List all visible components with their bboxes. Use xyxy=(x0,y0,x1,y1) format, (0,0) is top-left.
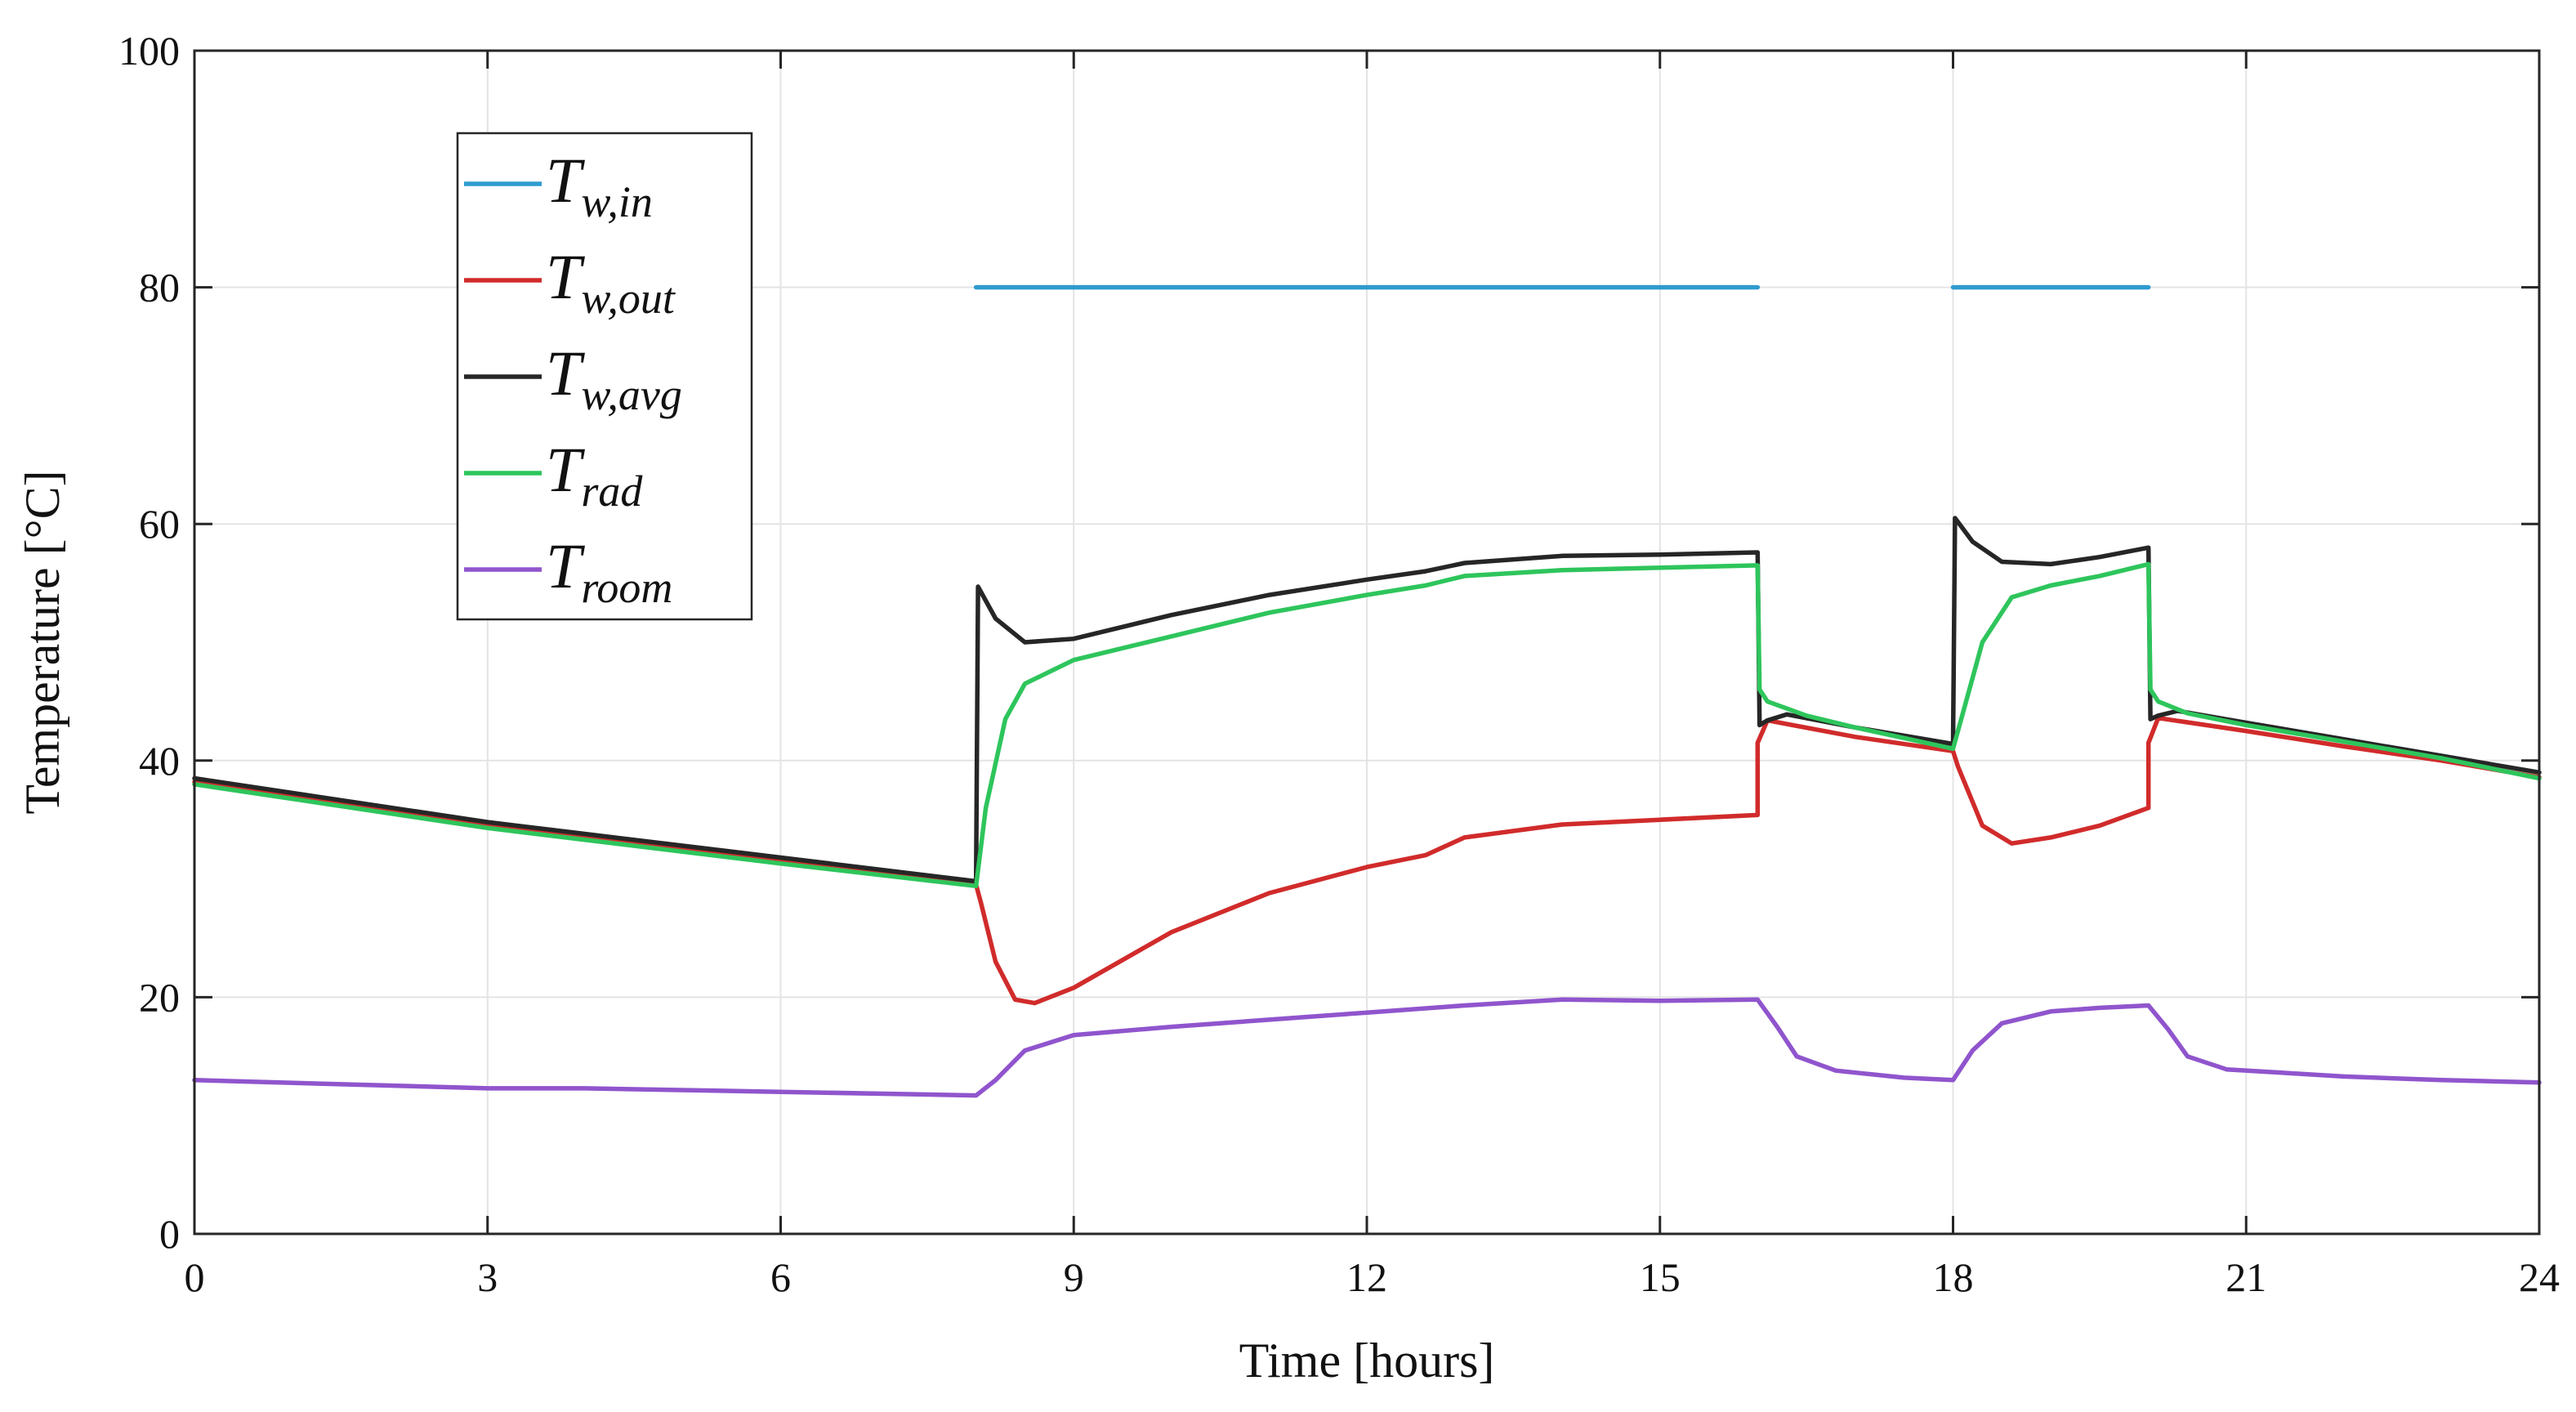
x-tick-label: 12 xyxy=(1346,1254,1387,1300)
ticks xyxy=(193,49,2541,1236)
y-tick-label: 20 xyxy=(139,974,180,1020)
x-tick-label: 9 xyxy=(1064,1254,1084,1300)
legend-label: Troom xyxy=(546,530,672,612)
legend-label: Trad xyxy=(546,434,643,516)
series-layer xyxy=(192,284,2542,1098)
x-tick-label: 24 xyxy=(2519,1254,2560,1300)
y-axis-title: Temperature [°C] xyxy=(16,470,69,814)
y-tick-label: 40 xyxy=(139,738,180,784)
y-tick-label: 0 xyxy=(159,1211,180,1257)
y-tick-label: 60 xyxy=(139,501,180,547)
legend: Tw,in Tw,out Tw,avg Trad Troom xyxy=(456,132,753,621)
series-line-w-avg xyxy=(192,516,2542,884)
x-tick-label: 18 xyxy=(1933,1254,1974,1300)
series-line-rad xyxy=(192,561,2542,889)
x-tick-label: 3 xyxy=(477,1254,498,1300)
series-line-room xyxy=(192,997,2542,1098)
y-tick-label: 100 xyxy=(118,28,180,74)
legend-label: Tw,out xyxy=(546,241,676,323)
legend-label: Tw,avg xyxy=(546,337,682,419)
y-tick-label: 80 xyxy=(139,265,180,311)
legend-label: Tw,in xyxy=(546,145,653,226)
x-tick-label: 0 xyxy=(185,1254,205,1300)
x-tick-label: 21 xyxy=(2226,1254,2266,1300)
series-line-w-out xyxy=(192,715,2542,1006)
x-tick-label: 6 xyxy=(770,1254,791,1300)
x-tick-label: 15 xyxy=(1640,1254,1681,1300)
x-axis-title: Time [hours] xyxy=(1239,1334,1495,1387)
tick-labels: 0 3 6 9 12 15 18 21 24 0 20 40 60 80 100 xyxy=(118,28,2560,1300)
